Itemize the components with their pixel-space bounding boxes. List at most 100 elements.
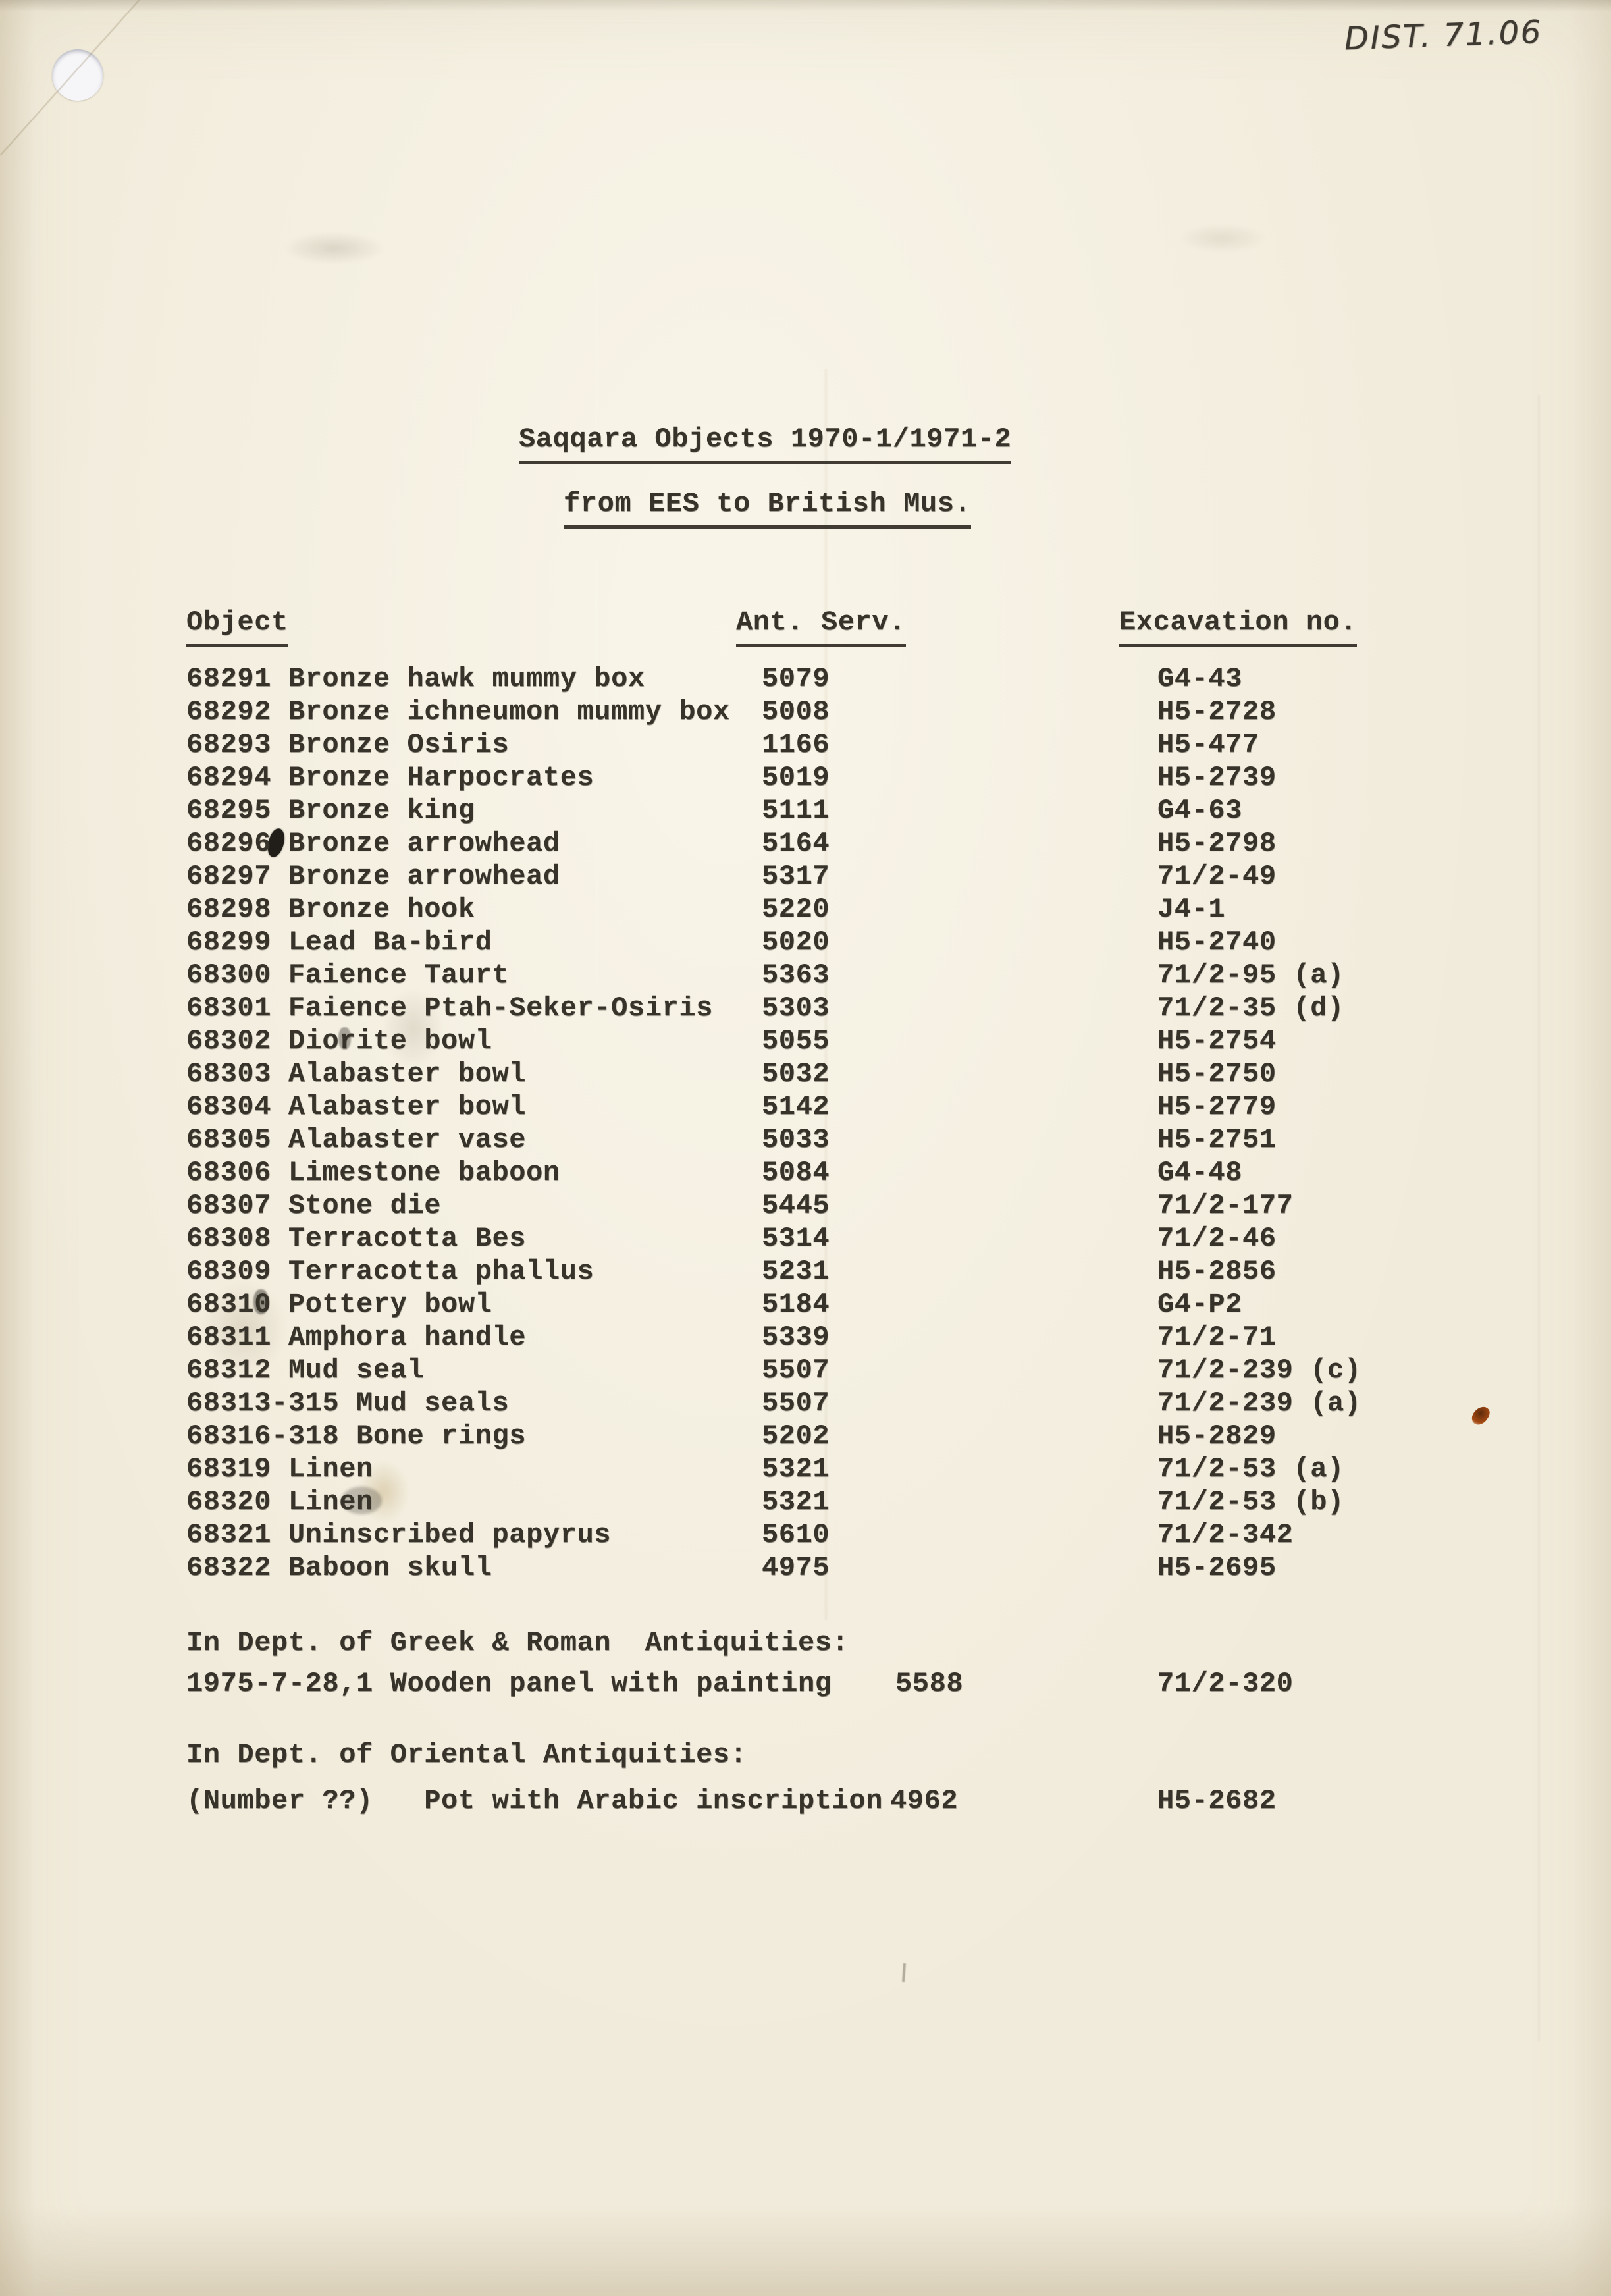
excavation-cell: G4-43 — [1157, 663, 1243, 695]
ant-serv-cell: 5314 — [762, 1223, 830, 1254]
column-header-object: Object — [186, 606, 288, 647]
object-cell: 68294 Bronze Harpocrates — [186, 762, 594, 793]
object-cell: 68304 Alabaster bowl — [186, 1091, 527, 1123]
excavation-cell: 71/2-239 (a) — [1157, 1387, 1361, 1419]
object-cell: 68303 Alabaster bowl — [186, 1058, 527, 1090]
object-cell: 68292 Bronze ichneumon mummy box — [186, 696, 730, 728]
table-row: 68312 Mud seal 5507 71/2-239 (c) — [186, 1354, 1503, 1387]
excavation-cell: 71/2-53 (a) — [1157, 1453, 1344, 1485]
object-cell: 68316-318 Bone rings — [186, 1420, 527, 1452]
excavation-cell: 71/2-35 (d) — [1157, 992, 1344, 1024]
object-cell: 68313-315 Mud seals — [186, 1387, 510, 1419]
column-header-excavation: Excavation no. — [1119, 606, 1358, 647]
excavation-cell: 71/2-46 — [1157, 1223, 1277, 1254]
ant-serv-cell: 5507 — [762, 1354, 830, 1386]
table-row: 68309 Terracotta phallus 5231 H5-2856 — [186, 1255, 1503, 1288]
ant-serv-cell: 5019 — [762, 762, 830, 793]
excavation-cell: H5-2754 — [1157, 1025, 1277, 1057]
ant-serv-cell: 5202 — [762, 1420, 830, 1452]
ant-serv-cell: 5339 — [762, 1322, 830, 1353]
ant-serv-cell: 4975 — [762, 1552, 830, 1584]
table-row: 68291 Bronze hawk mummy box 5079 G4-43 — [186, 662, 1503, 695]
object-cell: 68305 Alabaster vase — [186, 1124, 527, 1156]
column-header-ant-serv: Ant. Serv. — [736, 606, 907, 647]
corner-crease — [0, 0, 141, 156]
doc-title-line1: Saqqara Objects 1970-1/1971-2 — [519, 423, 1012, 464]
table-row: 68320 Linen 5321 71/2-53 (b) — [186, 1485, 1503, 1518]
table-row: 68296 Bronze arrowhead 5164 H5-2798 — [186, 827, 1503, 860]
ant-serv-cell: 1166 — [762, 729, 830, 761]
ant-serv-cell: 5363 — [762, 959, 830, 991]
table-row: 68300 Faience Taurt 5363 71/2-95 (a) — [186, 959, 1503, 992]
excavation-cell: 71/2-71 — [1157, 1322, 1277, 1353]
table-row: 68306 Limestone baboon 5084 G4-48 — [186, 1156, 1503, 1189]
ant-serv-cell: 5184 — [762, 1289, 830, 1320]
object-cell: 68308 Terracotta Bes — [186, 1223, 527, 1254]
object-cell: 68320 Linen — [186, 1486, 373, 1518]
section-entry-object: 1975-7-28,1 Wooden panel with painting — [186, 1668, 832, 1699]
table-row: 68313-315 Mud seals 5507 71/2-239 (a) — [186, 1387, 1503, 1420]
section-heading-oriental: In Dept. of Oriental Antiquities: — [186, 1739, 747, 1771]
table-row: 68307 Stone die 5445 71/2-177 — [186, 1189, 1503, 1222]
scan-streak — [1538, 395, 1540, 2041]
object-cell: 68302 Diorite bowl — [186, 1025, 492, 1057]
object-cell: 68310 Pottery bowl — [186, 1289, 492, 1320]
table-row: 68316-318 Bone rings 5202 H5-2829 — [186, 1420, 1503, 1453]
ant-serv-cell: 5164 — [762, 828, 830, 859]
excavation-cell: 71/2-95 (a) — [1157, 959, 1344, 991]
table-row: 68298 Bronze hook 5220 J4-1 — [186, 893, 1503, 926]
ant-serv-cell: 5008 — [762, 696, 830, 728]
table-row: 68322 Baboon skull 4975 H5-2695 — [186, 1551, 1503, 1584]
excavation-cell: J4-1 — [1157, 894, 1226, 925]
excavation-cell: H5-2740 — [1157, 926, 1277, 958]
ant-serv-cell: 5220 — [762, 894, 830, 925]
section-entry-excavation: 71/2-320 — [1157, 1668, 1294, 1699]
object-cell: 68297 Bronze arrowhead — [186, 861, 560, 892]
excavation-cell: 71/2-177 — [1157, 1190, 1294, 1221]
excavation-cell: G4-63 — [1157, 795, 1243, 826]
ant-serv-cell: 5111 — [762, 795, 830, 826]
ant-serv-cell: 5033 — [762, 1124, 830, 1156]
object-cell: 68321 Uninscribed papyrus — [186, 1519, 612, 1551]
object-cell: 68311 Amphora handle — [186, 1322, 527, 1353]
ant-serv-cell: 5142 — [762, 1091, 830, 1123]
object-cell: 68322 Baboon skull — [186, 1552, 492, 1584]
object-cell: 68309 Terracotta phallus — [186, 1256, 594, 1287]
ant-serv-cell: 5084 — [762, 1157, 830, 1188]
ant-serv-cell: 5079 — [762, 663, 830, 695]
table-row: 68294 Bronze Harpocrates 5019 H5-2739 — [186, 761, 1503, 794]
object-cell: 68312 Mud seal — [186, 1354, 425, 1386]
table-row: 68305 Alabaster vase 5033 H5-2751 — [186, 1123, 1503, 1156]
object-cell: 68291 Bronze hawk mummy box — [186, 663, 645, 695]
table-row: 68304 Alabaster bowl 5142 H5-2779 — [186, 1090, 1503, 1123]
pencil-smudge — [1177, 224, 1266, 253]
object-cell: 68296 Bronze arrowhead — [186, 828, 560, 859]
excavation-cell: H5-2856 — [1157, 1256, 1277, 1287]
table-row: 68303 Alabaster bowl 5032 H5-2750 — [186, 1057, 1503, 1090]
object-cell: 68293 Bronze Osiris — [186, 729, 510, 761]
table-row: 68319 Linen 5321 71/2-53 (a) — [186, 1453, 1503, 1485]
excavation-cell: H5-2829 — [1157, 1420, 1277, 1452]
object-cell: 68300 Faience Taurt — [186, 959, 510, 991]
ant-serv-cell: 5445 — [762, 1190, 830, 1221]
object-cell: 68306 Limestone baboon — [186, 1157, 560, 1188]
excavation-cell: H5-2739 — [1157, 762, 1277, 793]
table-row: 68293 Bronze Osiris 1166 H5-477 — [186, 728, 1503, 761]
table-row: 68302 Diorite bowl 5055 H5-2754 — [186, 1025, 1503, 1057]
excavation-cell: H5-2750 — [1157, 1058, 1277, 1090]
handwritten-annotation: DIST. 71.06 — [1344, 13, 1543, 58]
object-table: 68291 Bronze hawk mummy box 5079 G4-43 6… — [186, 662, 1503, 1584]
table-row: 68295 Bronze king 5111 G4-63 — [186, 794, 1503, 827]
object-cell: 68299 Lead Ba-bird — [186, 926, 492, 958]
excavation-cell: G4-48 — [1157, 1157, 1243, 1188]
object-cell: 68319 Linen — [186, 1453, 373, 1485]
ant-serv-cell: 5032 — [762, 1058, 830, 1090]
excavation-cell: H5-2798 — [1157, 828, 1277, 859]
excavation-cell: H5-2779 — [1157, 1091, 1277, 1123]
section-heading-greek-roman: In Dept. of Greek & Roman Antiquities: — [186, 1627, 849, 1659]
excavation-cell: H5-477 — [1157, 729, 1259, 761]
excavation-cell: H5-2728 — [1157, 696, 1277, 728]
stray-mark — [902, 1963, 906, 1983]
section-entry-excavation: H5-2682 — [1157, 1785, 1277, 1817]
